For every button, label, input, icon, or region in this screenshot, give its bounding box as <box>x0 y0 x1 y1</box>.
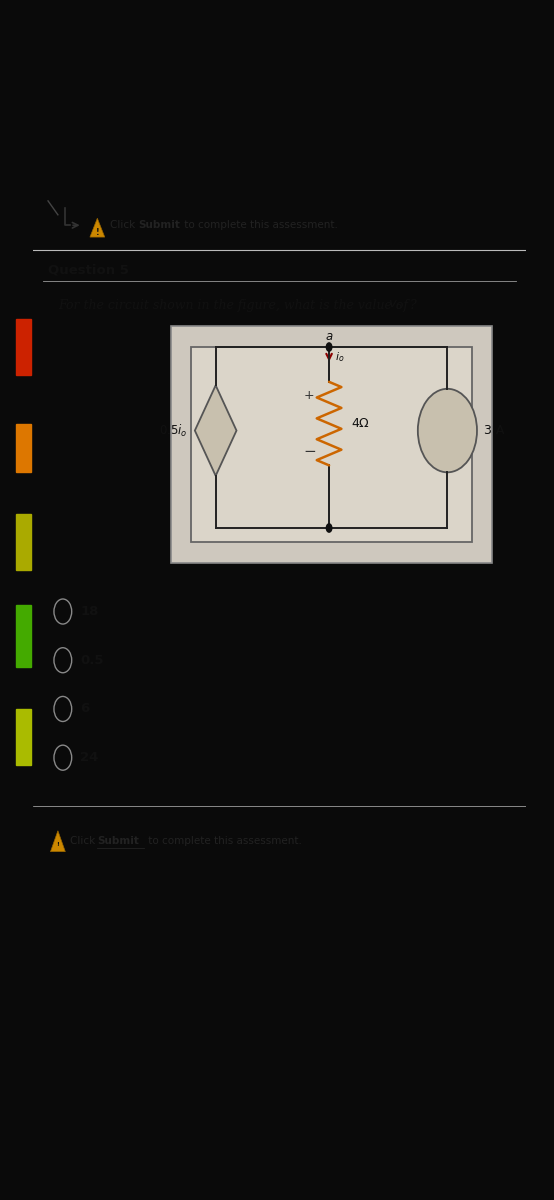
Polygon shape <box>90 218 105 238</box>
Text: $i_o$: $i_o$ <box>335 350 345 365</box>
Text: Submit: Submit <box>98 836 139 846</box>
Text: to complete this assessment.: to complete this assessment. <box>181 221 338 230</box>
Text: $v_o$: $v_o$ <box>388 299 403 312</box>
Circle shape <box>326 342 332 352</box>
Text: $4\Omega$: $4\Omega$ <box>351 418 370 430</box>
Text: 3 A: 3 A <box>484 424 505 437</box>
Polygon shape <box>50 830 65 852</box>
Bar <box>16 319 31 374</box>
Text: +: + <box>304 389 315 402</box>
Bar <box>16 709 31 764</box>
Text: !: ! <box>57 842 59 847</box>
Circle shape <box>418 389 477 473</box>
Bar <box>16 424 31 473</box>
Text: ?: ? <box>406 299 416 312</box>
Text: $a$: $a$ <box>325 330 334 343</box>
Bar <box>16 605 31 667</box>
Circle shape <box>326 523 332 533</box>
FancyBboxPatch shape <box>171 326 492 563</box>
Text: 0.5: 0.5 <box>80 654 104 667</box>
Text: Click: Click <box>110 221 138 230</box>
Text: Click: Click <box>70 836 99 846</box>
Text: to complete this assessment.: to complete this assessment. <box>145 836 301 846</box>
Text: $0.5i_o$: $0.5i_o$ <box>160 422 188 439</box>
Text: −: − <box>303 444 316 458</box>
Polygon shape <box>195 385 237 475</box>
Text: 24: 24 <box>80 751 99 764</box>
Bar <box>16 514 31 570</box>
Text: !: ! <box>95 228 99 236</box>
Text: Question 5: Question 5 <box>48 264 129 277</box>
Text: 6: 6 <box>80 702 89 715</box>
FancyBboxPatch shape <box>191 347 472 542</box>
Text: 18: 18 <box>80 605 99 618</box>
Text: Submit: Submit <box>138 221 179 230</box>
Text: For the circuit shown in the figure, what is the value of: For the circuit shown in the figure, wha… <box>58 299 412 312</box>
